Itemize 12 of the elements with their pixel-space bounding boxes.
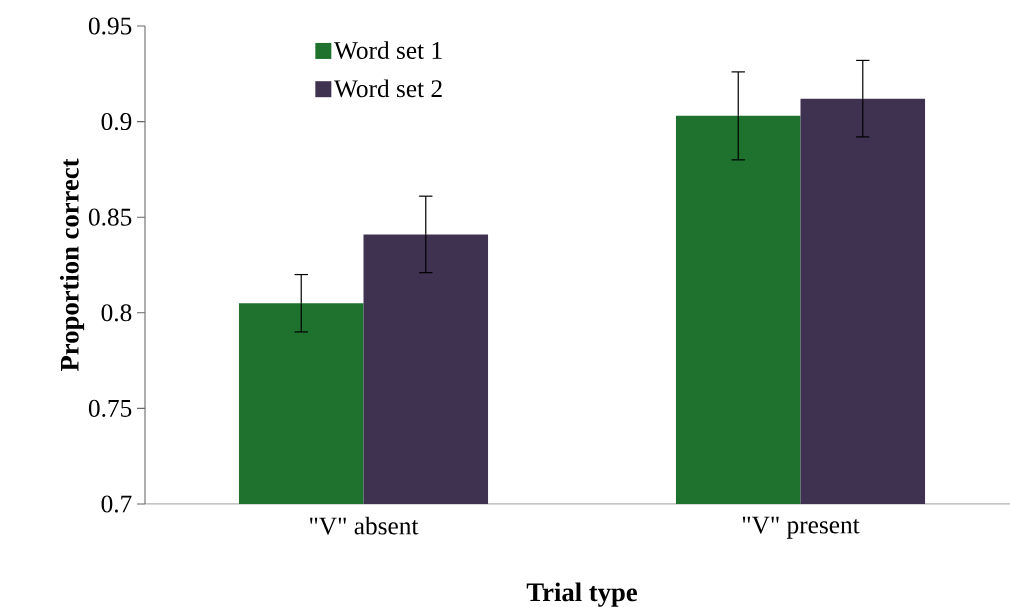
y-tick-label: 0.85 xyxy=(88,208,132,226)
y-tick-label: 0.75 xyxy=(88,399,132,417)
legend-label: Word set 1 xyxy=(334,41,442,60)
y-axis-title: Proportion correct xyxy=(59,158,85,372)
x-tick-label: "V" absent xyxy=(310,516,419,535)
y-tick-label: 0.8 xyxy=(101,304,132,322)
y-tick-label: 0.9 xyxy=(101,113,132,131)
x-axis-title: Trial type xyxy=(526,582,637,607)
legend-label: Word set 2 xyxy=(334,79,442,98)
x-tick-label: "V" present xyxy=(742,516,860,539)
y-tick-label: 0.95 xyxy=(88,17,132,35)
y-tick-label: 0.7 xyxy=(101,495,132,513)
